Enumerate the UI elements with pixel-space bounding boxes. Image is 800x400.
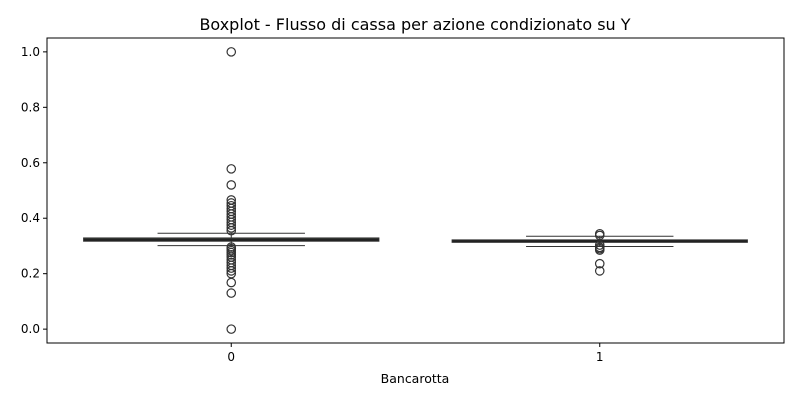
outlier-point — [594, 258, 605, 269]
outlier-point — [226, 277, 237, 288]
outlier-point — [226, 288, 237, 298]
x-axis-label: Bancarotta — [381, 371, 450, 386]
y-tick-label: 0.0 — [21, 322, 40, 336]
y-tick-label: 0.6 — [21, 156, 40, 170]
outlier-point — [226, 263, 237, 273]
outlier-point — [226, 220, 237, 230]
plot-frame — [46, 37, 785, 344]
plot-area: 0.0 0.2 0.4 0.6 0.8 1.0 0 1 — [21, 37, 785, 364]
y-tick-label: 1.0 — [21, 45, 40, 59]
y-tick-label: 0.8 — [21, 100, 40, 114]
outlier-point — [226, 164, 237, 174]
outlier-point — [594, 266, 605, 276]
outlier-point — [226, 324, 237, 334]
outlier-point — [594, 230, 605, 241]
y-tick-label: 0.4 — [21, 211, 40, 225]
chart-title: Boxplot - Flusso di cassa per azione con… — [199, 15, 630, 34]
y-tick-label: 0.2 — [21, 267, 40, 281]
outlier-point — [594, 245, 605, 255]
outlier-point — [226, 225, 237, 236]
outlier-point — [226, 47, 237, 57]
outlier-point — [226, 180, 237, 190]
x-tick-label: 0 — [227, 350, 235, 364]
outlier-point — [226, 266, 237, 276]
outlier-point — [226, 223, 237, 233]
x-tick-label: 1 — [596, 350, 604, 364]
